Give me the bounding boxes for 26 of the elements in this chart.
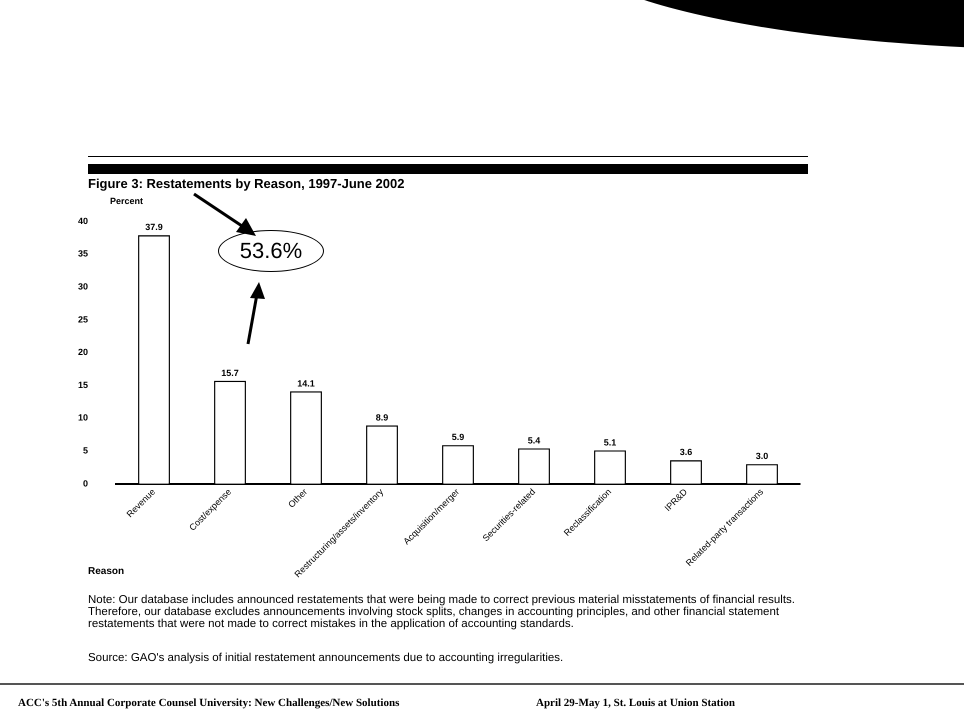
x-axis-title: Reason bbox=[88, 566, 124, 577]
data-label: 5.9 bbox=[452, 432, 464, 442]
y-tick-label: 0 bbox=[82, 478, 88, 488]
y-axis-title: Percent bbox=[110, 196, 144, 206]
y-tick-label: 10 bbox=[78, 412, 88, 423]
data-label: 14.1 bbox=[297, 378, 315, 388]
y-tick-label: 40 bbox=[78, 216, 88, 226]
data-label: 5.1 bbox=[604, 437, 616, 448]
y-tick-label: 15 bbox=[78, 380, 88, 390]
chart-title: Figure 3: Restatements by Reason, 1997-June 2002 bbox=[88, 176, 404, 191]
text: Note: Our database includes announced restatements that were being made to correct previous material misstatements of financial results. Therefore, our database excludes announcements involving stock splits, changes in accounting principles, and other financial statement restatements that were not made to correct mistakes in the application of accounting standards. bbox=[88, 594, 796, 630]
data-label: 3.0 bbox=[756, 451, 768, 462]
data-label: 3.6 bbox=[680, 447, 692, 458]
data-label: 8.9 bbox=[376, 412, 388, 422]
annotation: 53.6% bbox=[218, 230, 324, 272]
y-tick-label: 25 bbox=[78, 314, 88, 324]
data-label: 5.4 bbox=[528, 435, 540, 446]
y-tick-label: 20 bbox=[78, 347, 88, 358]
y-tick-label: 30 bbox=[78, 281, 88, 292]
data-label: 15.7 bbox=[221, 368, 239, 378]
text: ACC's 5th Annual Corporate Counsel University: New Challenges/New Solutions bbox=[18, 697, 400, 709]
data-label: 37.9 bbox=[145, 222, 163, 232]
source-note: Source: GAO's analysis of initial restatement announcements due to accounting irregularities. bbox=[88, 652, 564, 664]
y-tick-label: 35 bbox=[78, 248, 88, 259]
text: April 29-May 1, St. Louis at Union Station bbox=[536, 697, 735, 709]
y-tick-label: 5 bbox=[82, 445, 88, 456]
